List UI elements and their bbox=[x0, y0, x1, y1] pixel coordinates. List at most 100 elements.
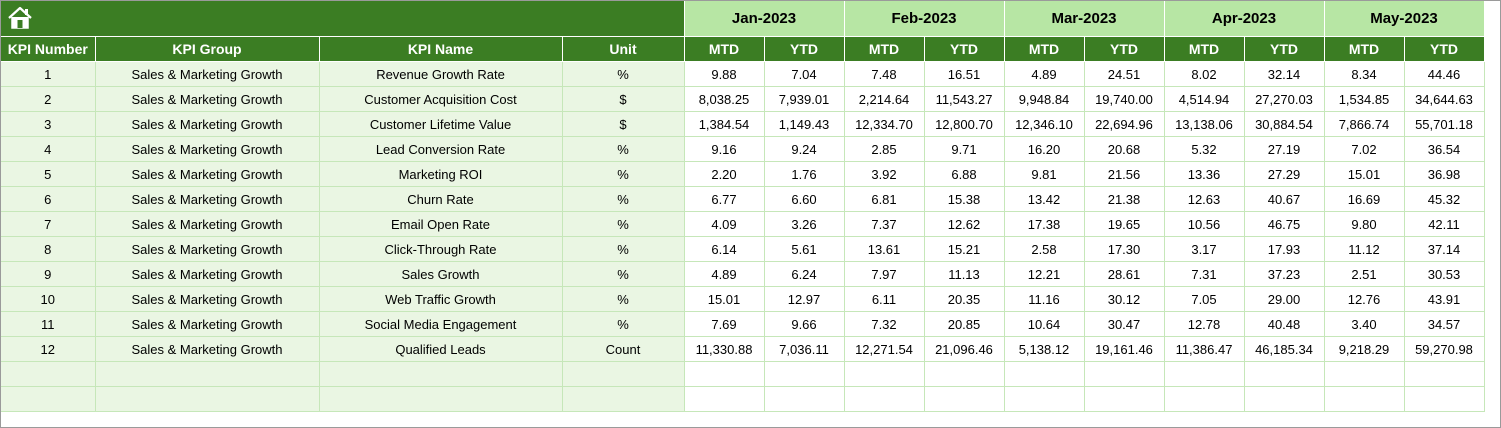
mtd-value-cell[interactable] bbox=[844, 386, 925, 412]
kpi-group-cell[interactable] bbox=[95, 361, 320, 387]
ytd-value-cell[interactable]: 11.13 bbox=[924, 261, 1005, 287]
ytd-value-cell[interactable]: 28.61 bbox=[1084, 261, 1165, 287]
kpi-name-cell[interactable]: Sales Growth bbox=[319, 261, 563, 287]
kpi-group-cell[interactable]: Sales & Marketing Growth bbox=[95, 111, 320, 137]
kpi-group-cell[interactable]: Sales & Marketing Growth bbox=[95, 186, 320, 212]
mtd-value-cell[interactable]: 12.76 bbox=[1324, 286, 1405, 312]
kpi-name-cell[interactable] bbox=[319, 361, 563, 387]
ytd-value-cell[interactable]: 5.61 bbox=[764, 236, 845, 262]
ytd-value-cell[interactable]: 17.93 bbox=[1244, 236, 1325, 262]
ytd-value-cell[interactable]: 15.21 bbox=[924, 236, 1005, 262]
home-icon[interactable] bbox=[6, 5, 34, 31]
mtd-value-cell[interactable]: 13,138.06 bbox=[1164, 111, 1245, 137]
kpi-number-cell[interactable]: 1 bbox=[1, 61, 96, 87]
kpi-name-cell[interactable]: Customer Acquisition Cost bbox=[319, 86, 563, 112]
ytd-value-cell[interactable]: 20.68 bbox=[1084, 136, 1165, 162]
mtd-value-cell[interactable]: 12,334.70 bbox=[844, 111, 925, 137]
kpi-number-cell[interactable]: 10 bbox=[1, 286, 96, 312]
mtd-value-cell[interactable] bbox=[1164, 361, 1245, 387]
mtd-value-cell[interactable] bbox=[1004, 386, 1085, 412]
ytd-value-cell[interactable]: 36.98 bbox=[1404, 161, 1485, 187]
ytd-value-cell[interactable]: 55,701.18 bbox=[1404, 111, 1485, 137]
unit-cell[interactable]: % bbox=[562, 311, 685, 337]
mtd-value-cell[interactable]: 9.81 bbox=[1004, 161, 1085, 187]
ytd-value-cell[interactable]: 9.71 bbox=[924, 136, 1005, 162]
ytd-value-cell[interactable]: 37.23 bbox=[1244, 261, 1325, 287]
mtd-value-cell[interactable]: 7.05 bbox=[1164, 286, 1245, 312]
kpi-name-cell[interactable] bbox=[319, 386, 563, 412]
mtd-value-cell[interactable] bbox=[1004, 361, 1085, 387]
ytd-value-cell[interactable] bbox=[764, 361, 845, 387]
kpi-group-cell[interactable]: Sales & Marketing Growth bbox=[95, 211, 320, 237]
mtd-value-cell[interactable] bbox=[844, 361, 925, 387]
kpi-group-cell[interactable]: Sales & Marketing Growth bbox=[95, 86, 320, 112]
mtd-value-cell[interactable]: 5.32 bbox=[1164, 136, 1245, 162]
mtd-value-cell[interactable]: 12.78 bbox=[1164, 311, 1245, 337]
unit-cell[interactable]: % bbox=[562, 261, 685, 287]
unit-cell[interactable]: $ bbox=[562, 111, 685, 137]
mtd-value-cell[interactable]: 6.11 bbox=[844, 286, 925, 312]
ytd-value-cell[interactable]: 20.35 bbox=[924, 286, 1005, 312]
ytd-value-cell[interactable]: 24.51 bbox=[1084, 61, 1165, 87]
kpi-name-cell[interactable]: Lead Conversion Rate bbox=[319, 136, 563, 162]
mtd-value-cell[interactable]: 2,214.64 bbox=[844, 86, 925, 112]
kpi-name-cell[interactable]: Revenue Growth Rate bbox=[319, 61, 563, 87]
mtd-value-cell[interactable]: 2.51 bbox=[1324, 261, 1405, 287]
mtd-value-cell[interactable]: 9,218.29 bbox=[1324, 336, 1405, 362]
kpi-name-cell[interactable]: Social Media Engagement bbox=[319, 311, 563, 337]
ytd-value-cell[interactable]: 12.97 bbox=[764, 286, 845, 312]
ytd-value-cell[interactable]: 45.32 bbox=[1404, 186, 1485, 212]
mtd-value-cell[interactable] bbox=[684, 386, 765, 412]
unit-cell[interactable]: % bbox=[562, 61, 685, 87]
ytd-value-cell[interactable]: 19.65 bbox=[1084, 211, 1165, 237]
kpi-number-cell[interactable] bbox=[1, 386, 96, 412]
ytd-value-cell[interactable] bbox=[1084, 361, 1165, 387]
ytd-value-cell[interactable]: 19,740.00 bbox=[1084, 86, 1165, 112]
mtd-value-cell[interactable]: 4.89 bbox=[684, 261, 765, 287]
mtd-value-cell[interactable]: 8,038.25 bbox=[684, 86, 765, 112]
kpi-group-cell[interactable]: Sales & Marketing Growth bbox=[95, 236, 320, 262]
mtd-value-cell[interactable]: 11,386.47 bbox=[1164, 336, 1245, 362]
mtd-value-cell[interactable]: 7.32 bbox=[844, 311, 925, 337]
ytd-value-cell[interactable]: 40.48 bbox=[1244, 311, 1325, 337]
ytd-value-cell[interactable]: 30.53 bbox=[1404, 261, 1485, 287]
mtd-value-cell[interactable]: 9.16 bbox=[684, 136, 765, 162]
ytd-value-cell[interactable]: 29.00 bbox=[1244, 286, 1325, 312]
kpi-name-cell[interactable]: Web Traffic Growth bbox=[319, 286, 563, 312]
ytd-value-cell[interactable]: 42.11 bbox=[1404, 211, 1485, 237]
mtd-value-cell[interactable]: 13.61 bbox=[844, 236, 925, 262]
mtd-value-cell[interactable]: 13.36 bbox=[1164, 161, 1245, 187]
mtd-value-cell[interactable]: 9,948.84 bbox=[1004, 86, 1085, 112]
kpi-name-cell[interactable]: Click-Through Rate bbox=[319, 236, 563, 262]
unit-cell[interactable]: % bbox=[562, 211, 685, 237]
mtd-value-cell[interactable]: 16.20 bbox=[1004, 136, 1085, 162]
mtd-value-cell[interactable]: 4,514.94 bbox=[1164, 86, 1245, 112]
kpi-group-cell[interactable]: Sales & Marketing Growth bbox=[95, 161, 320, 187]
mtd-value-cell[interactable]: 10.56 bbox=[1164, 211, 1245, 237]
ytd-value-cell[interactable]: 3.26 bbox=[764, 211, 845, 237]
ytd-value-cell[interactable]: 27,270.03 bbox=[1244, 86, 1325, 112]
ytd-value-cell[interactable]: 20.85 bbox=[924, 311, 1005, 337]
mtd-value-cell[interactable]: 1,534.85 bbox=[1324, 86, 1405, 112]
ytd-value-cell[interactable]: 30,884.54 bbox=[1244, 111, 1325, 137]
ytd-value-cell[interactable]: 37.14 bbox=[1404, 236, 1485, 262]
kpi-group-cell[interactable]: Sales & Marketing Growth bbox=[95, 336, 320, 362]
ytd-value-cell[interactable]: 7.04 bbox=[764, 61, 845, 87]
ytd-value-cell[interactable]: 12.62 bbox=[924, 211, 1005, 237]
kpi-number-cell[interactable]: 4 bbox=[1, 136, 96, 162]
unit-cell[interactable]: $ bbox=[562, 86, 685, 112]
mtd-value-cell[interactable]: 4.89 bbox=[1004, 61, 1085, 87]
mtd-value-cell[interactable]: 7.48 bbox=[844, 61, 925, 87]
ytd-value-cell[interactable]: 9.66 bbox=[764, 311, 845, 337]
ytd-value-cell[interactable]: 1.76 bbox=[764, 161, 845, 187]
mtd-value-cell[interactable]: 5,138.12 bbox=[1004, 336, 1085, 362]
kpi-number-cell[interactable]: 9 bbox=[1, 261, 96, 287]
mtd-value-cell[interactable]: 12,271.54 bbox=[844, 336, 925, 362]
ytd-value-cell[interactable]: 21.56 bbox=[1084, 161, 1165, 187]
ytd-value-cell[interactable]: 21,096.46 bbox=[924, 336, 1005, 362]
mtd-value-cell[interactable]: 9.88 bbox=[684, 61, 765, 87]
ytd-value-cell[interactable]: 12,800.70 bbox=[924, 111, 1005, 137]
kpi-name-cell[interactable]: Churn Rate bbox=[319, 186, 563, 212]
kpi-group-cell[interactable]: Sales & Marketing Growth bbox=[95, 136, 320, 162]
ytd-value-cell[interactable]: 16.51 bbox=[924, 61, 1005, 87]
